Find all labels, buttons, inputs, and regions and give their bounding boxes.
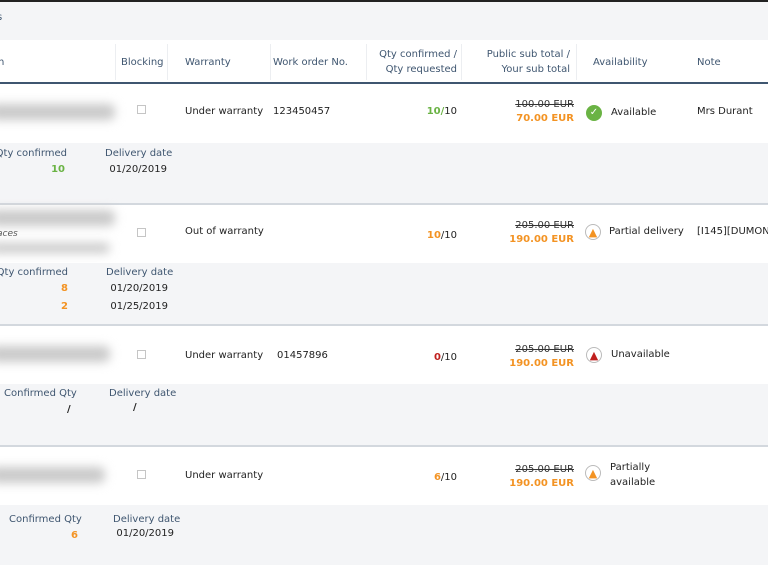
table-row[interactable]: Under warranty 6/10 205.00 EUR 190.00 EUR…: [0, 447, 768, 505]
table-row[interactable]: aces Out of warranty 10/10 205.00 EUR190…: [0, 205, 768, 263]
error-icon: ▲: [586, 347, 602, 363]
warning-icon: ▲: [585, 224, 601, 240]
subtotal: 205.00 EUR 190.00 EUR: [509, 464, 574, 489]
detail-date-label: Delivery date: [105, 148, 173, 159]
note: Mrs Durant: [697, 106, 753, 117]
qty: 10/10: [426, 230, 457, 241]
subtotal: 205.00 EUR 190.00 EUR: [509, 220, 574, 245]
check-circle-icon: ✓: [586, 105, 602, 121]
blocking-checkbox[interactable]: [137, 350, 146, 359]
detail-date: /: [133, 402, 137, 413]
detail-qty: 8: [61, 283, 68, 294]
blocking-checkbox[interactable]: [137, 228, 146, 237]
detail-qty: 2: [61, 301, 68, 312]
top-bar: s: [0, 0, 768, 40]
header-qty[interactable]: Qty confirmed / Qty requested: [379, 49, 457, 75]
blocking-checkbox[interactable]: [137, 105, 146, 114]
blocking-checkbox[interactable]: [137, 470, 146, 479]
header-blocking[interactable]: Blocking: [121, 57, 164, 68]
warranty: Under warranty: [185, 350, 264, 361]
delivery-detail: Confirmed Qty Delivery date 6 01/20/2019: [0, 505, 768, 565]
qty: 0/10: [433, 352, 457, 363]
delivery-detail: Qty confirmed Delivery date 8 01/20/2019…: [0, 263, 768, 326]
table-row[interactable]: Under warranty 123450457 10/10 100.00 EU…: [0, 84, 768, 143]
blurred-item-name: [0, 210, 115, 226]
detail-qty-label: Qty confirmed: [0, 267, 68, 278]
detail-qty-label: Confirmed Qty: [9, 514, 82, 525]
detail-date-label: Delivery date: [109, 388, 177, 399]
work-order-no: 01457896: [277, 350, 328, 361]
item-subtitle: aces: [0, 229, 18, 239]
detail-date: 01/20/2019: [109, 164, 167, 175]
detail-date-label: Delivery date: [113, 514, 181, 525]
blurred-item-name: [0, 467, 105, 483]
header-availability[interactable]: Availability: [593, 57, 648, 68]
header-note[interactable]: Note: [697, 57, 721, 68]
table-header: n Blocking Warranty Work order No. Qty c…: [0, 40, 768, 84]
warning-icon: ▲: [585, 465, 601, 481]
warranty: Out of warranty: [185, 226, 264, 237]
detail-qty: 10: [51, 164, 65, 175]
table-row[interactable]: Under warranty 01457896 0/10 205.00 EUR 1…: [0, 326, 768, 384]
detail-qty-label: Qty confirmed: [0, 148, 67, 159]
blurred-item-detail: [0, 243, 110, 253]
availability: Unavailable: [611, 349, 670, 360]
detail-date: 01/20/2019: [116, 528, 174, 539]
detail-qty: /: [67, 404, 71, 415]
blurred-item-name: [0, 104, 115, 120]
header-warranty[interactable]: Warranty: [185, 57, 231, 68]
section-title-fragment: s: [0, 12, 2, 23]
detail-date: 01/25/2019: [110, 301, 168, 312]
availability: Partial delivery: [609, 226, 684, 237]
subtotal: 205.00 EUR 190.00 EUR: [509, 344, 574, 369]
warranty: Under warranty: [185, 106, 264, 117]
header-subtotal[interactable]: Public sub total / Your sub total: [486, 49, 570, 75]
detail-qty-label: Confirmed Qty: [4, 388, 77, 399]
detail-qty: 6: [71, 530, 78, 541]
warranty: Under warranty: [185, 470, 264, 481]
availability: Available: [611, 107, 657, 118]
header-work-order[interactable]: Work order No.: [273, 57, 348, 68]
delivery-detail: Confirmed Qty Delivery date / /: [0, 384, 768, 447]
qty: 10/10: [426, 106, 457, 117]
work-order-no: 123450457: [273, 106, 331, 117]
note: [I145][DUMONT: [697, 226, 768, 237]
header-item: n: [0, 57, 5, 68]
blurred-item-name: [0, 346, 110, 362]
availability: Partially available: [610, 462, 656, 488]
detail-date: 01/20/2019: [110, 283, 168, 294]
qty: 6/10: [433, 472, 457, 483]
subtotal: 100.00 EUR 70.00 EUR: [515, 99, 574, 124]
detail-date-label: Delivery date: [106, 267, 174, 278]
delivery-detail: Qty confirmed Delivery date 10 01/20/201…: [0, 143, 768, 205]
